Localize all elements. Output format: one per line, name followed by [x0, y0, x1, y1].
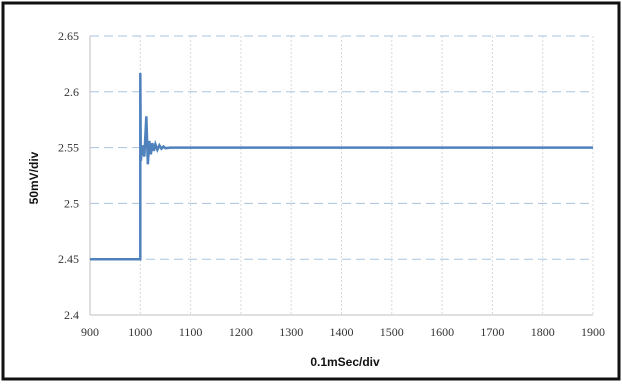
- y-axis-label: 50mV/div: [27, 151, 41, 204]
- x-tick-label: 1800: [531, 325, 555, 339]
- grid: [89, 35, 594, 316]
- x-tick-label: 1700: [480, 325, 504, 339]
- y-tick-label: 2.45: [58, 252, 79, 266]
- x-tick-label: 1900: [581, 325, 605, 339]
- x-tick-label: 1400: [330, 325, 354, 339]
- chart-border: [1, 1, 621, 381]
- y-tick-label: 2.55: [58, 141, 79, 155]
- x-tick-label: 1300: [279, 325, 303, 339]
- tick-labels: 900 1000 1100 1200 1300 1400 1500 1600 1700 1800 1…: [58, 29, 605, 339]
- y-tick-label: 2.5: [64, 196, 79, 210]
- x-tick-label: 1000: [128, 325, 152, 339]
- y-tick-label: 2.4: [64, 308, 79, 322]
- series-line: [90, 72, 593, 261]
- x-tick-label: 900: [81, 325, 99, 339]
- x-tick-label: 1600: [430, 325, 454, 339]
- x-tick-label: 1100: [179, 325, 203, 339]
- x-tick-label: 1500: [380, 325, 404, 339]
- y-tick-label: 2.6: [64, 85, 79, 99]
- x-tick-label: 1200: [229, 325, 253, 339]
- x-axis-label: 0.1mSec/div: [310, 355, 380, 369]
- y-tick-label: 2.65: [58, 29, 79, 43]
